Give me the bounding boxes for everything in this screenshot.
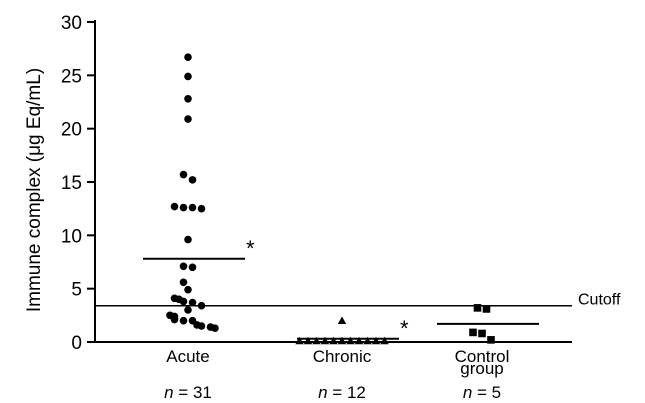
- y-axis-label: Immune complex (μg Eq/mL): [24, 68, 45, 312]
- axes: [94, 20, 572, 343]
- n-label: n = 31: [164, 383, 212, 402]
- y-tick-label: 10: [61, 226, 82, 247]
- data-point: [371, 336, 381, 345]
- data-point: [179, 297, 188, 306]
- data-point: [303, 336, 313, 345]
- data-point: [320, 336, 330, 345]
- data-point: [295, 336, 304, 345]
- data-point: [346, 336, 355, 345]
- data-point: [188, 298, 197, 307]
- data-point: [487, 336, 495, 344]
- y-ticks: 0 5 10 15 20 25 30: [61, 13, 95, 354]
- data-point: [329, 336, 338, 345]
- data-point: [312, 336, 321, 345]
- group-2: [437, 304, 539, 344]
- data-point: [473, 304, 482, 312]
- category-label: Control: [455, 347, 510, 366]
- data-point: [197, 204, 206, 213]
- data-point: [184, 72, 192, 81]
- y-tick-label: 30: [61, 13, 82, 34]
- category-label: Acute: [166, 347, 209, 366]
- y-tick-label: 5: [71, 280, 82, 301]
- y-tick-label: 25: [61, 66, 82, 87]
- data-point: [197, 322, 206, 330]
- category-label: Chronic: [313, 347, 372, 366]
- data-point: [380, 336, 389, 345]
- data-point: [197, 301, 206, 310]
- data-point: [337, 316, 347, 325]
- data-point: [179, 278, 188, 287]
- data-point: [211, 324, 219, 332]
- data-point: [184, 235, 192, 244]
- data-point: [184, 285, 192, 294]
- data-point: [478, 329, 486, 338]
- group-1: *: [295, 316, 409, 345]
- data-point: [184, 306, 192, 314]
- data-point: [482, 305, 491, 313]
- category-label: group: [460, 359, 503, 378]
- data-point: [184, 95, 192, 103]
- cutoff: Cutoff: [95, 292, 621, 309]
- group-0: *: [143, 53, 255, 332]
- cutoff-label: Cutoff: [578, 292, 621, 309]
- data-point: [469, 328, 477, 337]
- data-point: [170, 202, 179, 211]
- y-tick-label: 20: [61, 120, 82, 141]
- data-point: [179, 203, 188, 212]
- data-point: [337, 336, 347, 345]
- data-point: [170, 315, 179, 324]
- significance-star: *: [246, 236, 255, 261]
- data-point: [354, 336, 364, 345]
- data-point: [184, 115, 192, 123]
- n-label: n = 5: [463, 383, 501, 402]
- data-point: [179, 262, 188, 271]
- data-point: [363, 336, 372, 345]
- data-point: [179, 170, 188, 179]
- y-tick-label: 0: [71, 333, 82, 354]
- data-point: [188, 176, 197, 184]
- data-point: [179, 316, 188, 325]
- significance-star: *: [400, 316, 409, 341]
- data-point: [184, 53, 192, 61]
- data-point: [188, 263, 197, 272]
- n-label: n = 12: [318, 383, 366, 402]
- data-point: [188, 203, 197, 212]
- groups: **: [143, 53, 539, 345]
- y-tick-label: 15: [61, 173, 82, 194]
